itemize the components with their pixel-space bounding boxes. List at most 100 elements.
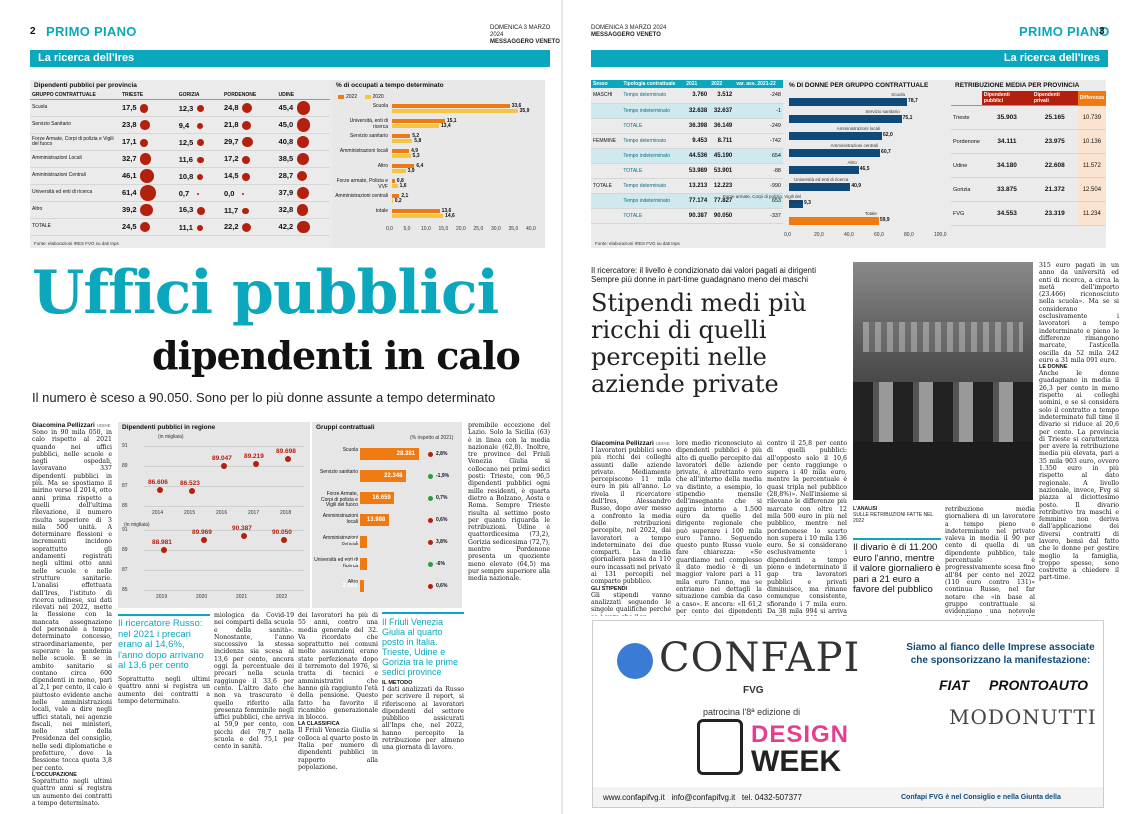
value-dot [296,170,308,182]
table-cell: Amministrazioni Locali [30,150,120,168]
table-cell: 61,4 [120,184,177,202]
table-row: FEMMINE Tempo determinato 9.453 8.711 -742 [591,133,783,149]
change-dot [428,584,433,589]
ad-website[interactable]: www.confapifvg.it [603,793,665,802]
data-label: 89.698 [276,448,296,456]
ad-footer: Confapi FVG è nel Consiglio e nella Giun… [893,787,1103,807]
tick-label: 40,0 [526,226,536,232]
ad-email[interactable]: info@confapifvg.it [671,793,736,802]
women-bar [789,217,879,225]
table-cell: 17,2 [221,150,277,168]
value-dot [140,138,149,147]
value-dot [241,222,252,233]
table-cell: 3.760 [684,88,710,104]
table-row: MASCHI Tempo determinato 3.760 3.512 -248 [591,88,783,104]
table-cell: 12,3 [176,99,222,117]
women-bar [789,200,803,208]
change-label: 2,8% [436,451,448,457]
cell-value: 42,2 [278,221,294,231]
byline: Giacomina Pellizzari UDINE [591,440,671,447]
category-label: Servizio sanitario [319,469,358,475]
table-row: FVG 34.553 23.319 11.234 [951,201,1106,226]
table-row: Pordenone 34.111 23.975 10.136 [951,129,1106,154]
value-dot [296,220,310,234]
table-cell: 653 [734,193,783,209]
cell-value: 14,5 [223,171,239,181]
table-cell: -1 [734,103,783,119]
subtitle: Il numero è sceso a 90.050. Sono per lo … [32,390,496,405]
headline-2: dipendenti in calo [152,333,521,378]
table-row: Scuola 17,5 12,3 24,8 45,4 [30,99,330,117]
table-cell: 0,0 [221,184,277,202]
cell-value: 17,5 [122,103,137,113]
data-label: 88.981 [152,539,172,547]
women-bar [789,132,882,140]
group-bar [360,558,367,570]
data-label: 9,3 [803,200,811,206]
table-cell: 77.174 [684,193,710,209]
table-header-row: Dipendenti pubblici Dipendenti privati Dif… [951,91,1106,106]
tick-label: 15,0 [438,226,449,232]
chart-point [221,462,227,469]
table-header: Sesso [593,81,608,87]
value-dot [196,122,203,129]
table-header: var. ass. 2021-22 [736,81,776,87]
ad-brand: CONFAPI [659,635,861,681]
photo-caption: L'ANALISI SULLE RETRIBUZIONI FATTE NEL 20… [853,506,933,524]
table-row: Trieste 35.903 25.165 10.739 [951,105,1106,130]
table-header: Tipologia contrattuale [623,81,676,87]
value-label-2020: 13,4 [440,123,451,129]
category-label: Forze Armate, Corpi di polizia e Vigili … [321,491,358,508]
value-label-2020: 0,2 [394,198,402,204]
y-tick-label: 87 [122,483,128,489]
table-header: 2021 [686,81,698,87]
x-tick-label: 2015 [184,510,196,516]
cell-value: 0,7 [178,188,190,198]
y-tick-label: 89 [122,547,128,553]
ad-design: DESIGN [751,721,850,748]
table-cell: 9,4 [176,116,222,134]
bar-2020 [392,154,411,158]
table-cell: Scuola [30,99,120,117]
y-tick-label: 89 [122,463,128,469]
cell-value: 0,0 [223,188,235,198]
table-cell: 12.223 [709,178,735,194]
table-cell: Tempo determinato [621,133,685,149]
data-label: 86.523 [180,479,200,487]
province-table: Dipendenti pubblici per provincia GRUPPO… [30,80,330,248]
value-dot [241,207,249,215]
value-label-2022: 6,4 [416,163,424,169]
change-dot [428,452,433,457]
table-row: Università ed enti di ricerca 61,4 0,7 0,0 3… [30,184,330,202]
x-tick-label: 2021 [236,594,248,600]
category-label: Amministrazioni centrali [830,143,879,148]
change-dot [428,474,433,479]
precari-chart: % di occupati a tempo determinato 2022 2… [332,80,545,248]
table-cell: 34.111 [981,129,1032,154]
table-cell: 17,1 [120,133,177,151]
chart-legend: 2022 2020 [338,94,384,100]
y-tick-label: 87 [122,567,128,573]
chart-point [241,533,247,540]
kicker-line-2: Sempre più donne in part-time guadagnano… [591,275,809,284]
category-label: Totale [864,211,877,216]
table-row: TOTALE 53.989 53.901 -88 [591,163,783,179]
table-cell: 34.553 [981,201,1032,226]
table-cell: 8.711 [709,133,735,149]
date: DOMENICA 3 MARZO 2024 [591,25,667,31]
data-label: 2.091 [342,583,358,589]
table-cell: TOTALE [621,118,685,134]
data-label: 89.969 [192,529,212,537]
table-cell: TOTALE [30,218,120,236]
bar-2022 [392,119,445,123]
category-label: Altro [347,579,358,585]
y-tick-label: 85 [122,503,128,509]
gridline [144,590,304,591]
category-label: Università ed enti di ricerca [794,177,849,182]
table-cell: 29,7 [221,133,277,151]
table-cell [591,193,622,209]
bar-2020 [392,214,444,218]
design-week-logo-icon [697,719,743,775]
table-cell: 12.504 [1077,177,1106,202]
confapi-advertisement[interactable]: CONFAPI FVG patrocina l'8ª edizione di D… [592,620,1104,808]
